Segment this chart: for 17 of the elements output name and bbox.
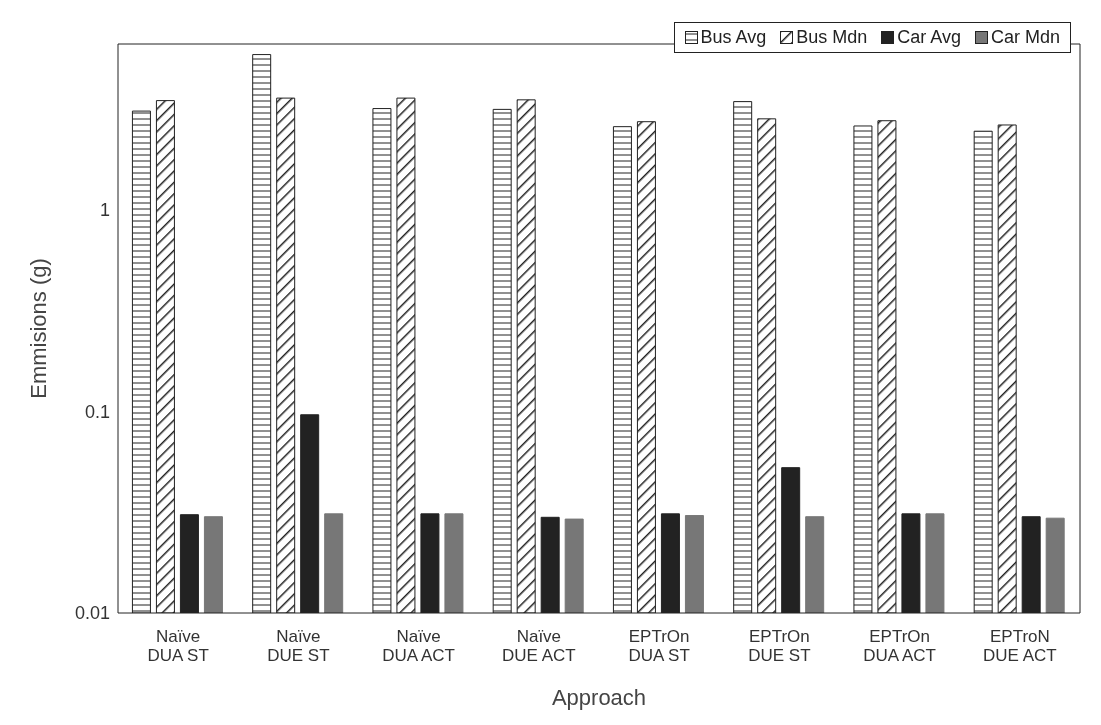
legend-label: Car Avg — [896, 27, 961, 48]
x-tick-label: Naïve DUE ST — [267, 627, 330, 665]
x-tick-label: Naïve DUA ACT — [382, 627, 455, 665]
x-tick-label: Naïve DUA ST — [147, 627, 209, 665]
legend-label: Car Mdn — [989, 27, 1060, 48]
x-axis-title: Approach — [551, 685, 647, 710]
x-tick-label: EPTroN DUE ACT — [983, 627, 1057, 665]
legend-label: Bus Avg — [699, 27, 767, 48]
x-tick-label: EPTrOn DUE ST — [748, 627, 811, 665]
x-tick-label: EPTrOn DUA ACT — [863, 627, 936, 665]
y-axis-title: Emmisions (g) — [25, 258, 51, 399]
x-tick-label: Naïve DUE ACT — [502, 627, 576, 665]
y-tick-label: 1 — [99, 199, 110, 220]
legend-label: Bus Mdn — [795, 27, 868, 48]
y-tick-label: 0.1 — [84, 401, 110, 422]
x-tick-label: EPTrOn DUA ST — [628, 627, 690, 665]
y-tick-label: 0.01 — [74, 603, 110, 624]
